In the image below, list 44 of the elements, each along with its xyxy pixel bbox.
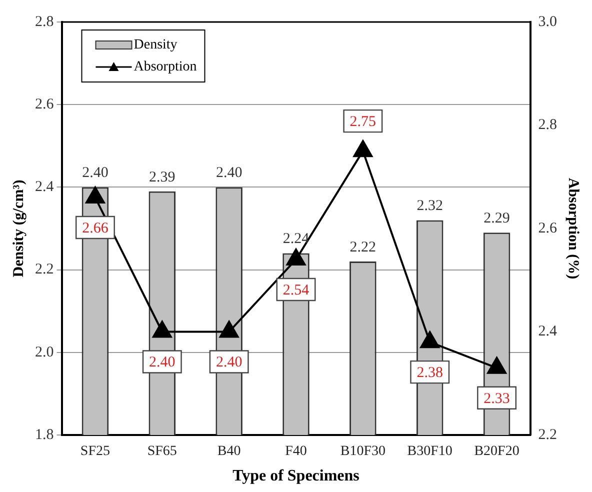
x-tick-label: B10F30 [340,444,386,460]
point [219,320,239,338]
y2-tick-label: 2.8 [538,117,557,134]
data-label: 2.24 [282,231,310,248]
y2-axis-title: Absorption (%) [565,178,582,280]
point [86,186,105,204]
data-label: 2.66 [82,220,109,236]
y2-tick-label: 3.0 [538,14,557,30]
data-label: 2.32 [416,198,443,214]
y-tick-label: 2.2 [35,262,54,278]
point [353,140,373,158]
y-tick-label: 2.6 [35,96,54,113]
x-tick-label: B40 [217,444,241,460]
x-tick-label: F40 [285,444,307,460]
x-tick-label: SF25 [80,444,110,460]
x-tick-label: B20F20 [474,444,520,460]
data-label: 2.40 [82,165,108,182]
legend-label: Absorption [134,60,197,75]
legend-label: Density [134,38,178,53]
point [286,248,306,266]
data-label: 2.54 [282,282,310,298]
data-label: 2.22 [350,239,376,256]
data-label: 2.75 [350,114,376,130]
x-tick-label: B30F10 [407,444,452,460]
data-label: 2.40 [216,165,242,182]
data-label: 2.40 [216,354,242,371]
point [487,356,506,374]
y-tick-label: 2.0 [35,344,54,360]
y2-tick-label: 2.2 [538,426,557,443]
y-axis-title: Density (g/cm³) [10,180,27,278]
y-tick-label: 1.8 [35,426,54,443]
x-tick-label: SF65 [147,444,177,460]
data-label: 2.38 [416,365,443,382]
y2-tick-label: 2.4 [538,324,558,340]
y2-tick-label: 2.6 [538,220,558,236]
data-label: 2.29 [484,210,510,227]
data-label: 2.33 [484,390,510,407]
point [420,331,440,348]
x-axis-title: Type of Specimens [232,468,360,485]
y-tick-label: 2.8 [35,14,54,30]
y-tick-label: 2.4 [35,179,54,196]
point [152,320,172,338]
data-label: 2.40 [149,354,176,371]
data-label: 2.39 [149,169,176,186]
